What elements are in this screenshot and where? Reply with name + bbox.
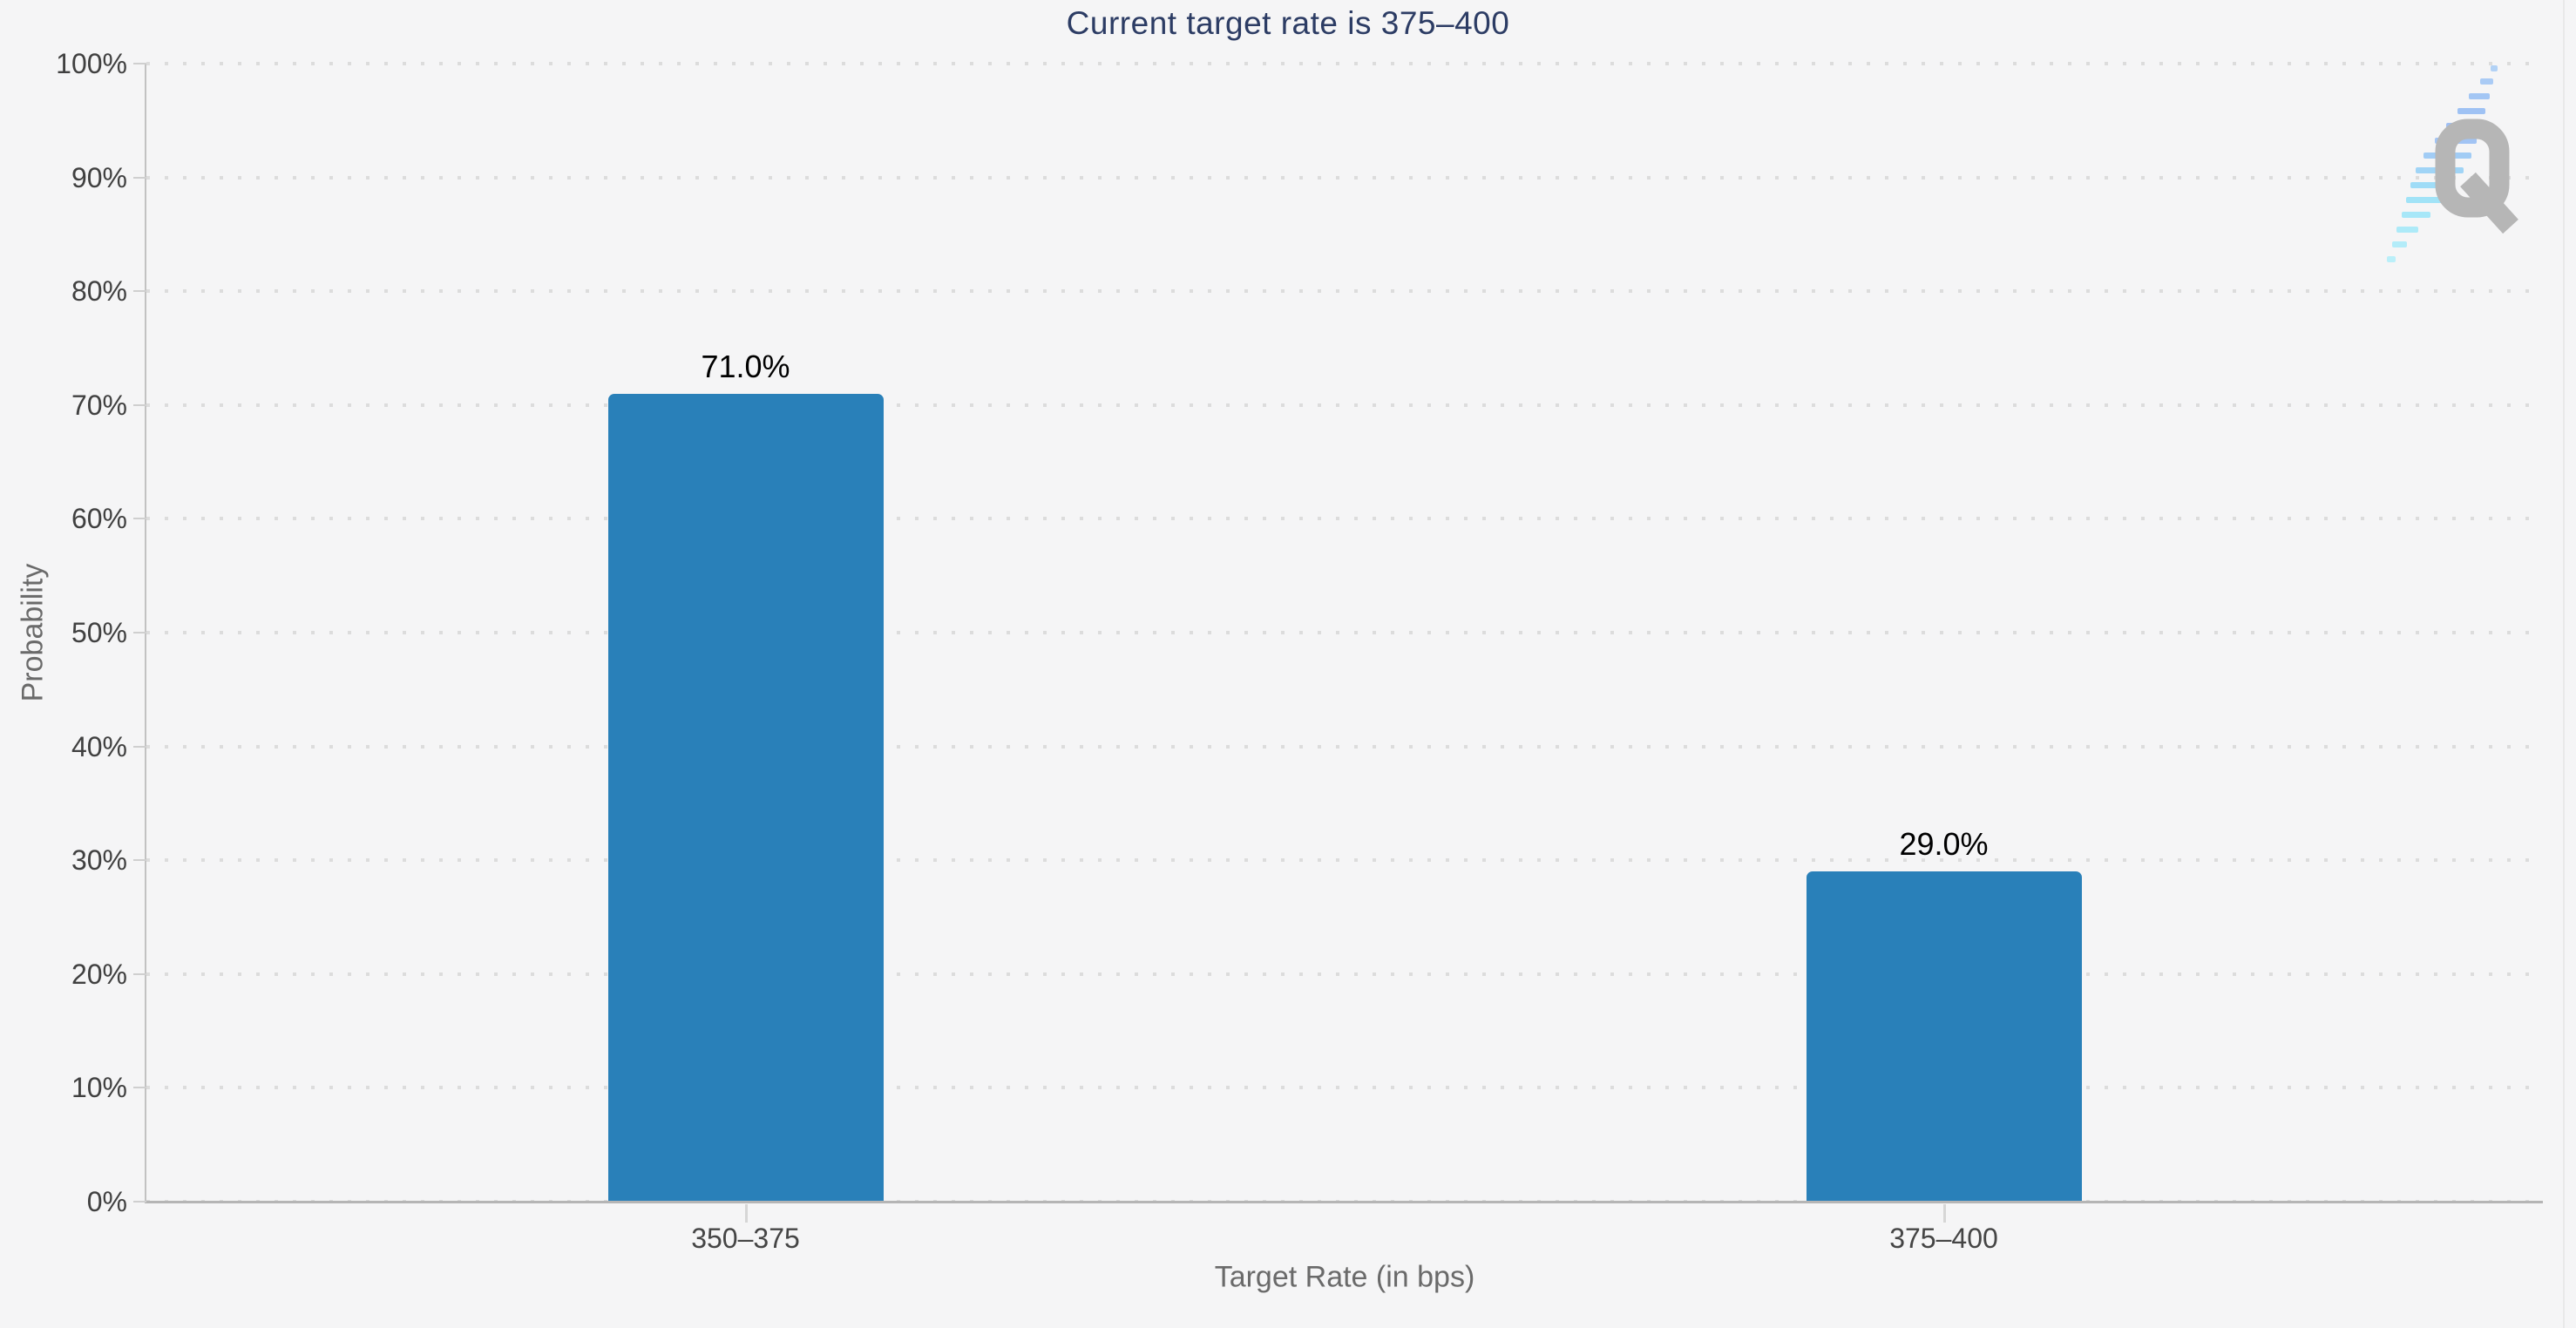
x-axis-line <box>145 1201 2543 1203</box>
right-edge-divider <box>2563 0 2565 1328</box>
y-tick-mark-90 <box>133 176 146 179</box>
y-tick-label-60: 60% <box>71 503 127 535</box>
gridline-90 <box>146 175 2543 180</box>
y-tick-mark-40 <box>133 745 146 748</box>
gridline-20 <box>146 972 2543 976</box>
y-tick-mark-80 <box>133 290 146 293</box>
x-tick-label-375–400: 375–400 <box>1889 1223 1998 1254</box>
y-tick-label-30: 30% <box>71 844 127 877</box>
x-tick-mark-375–400 <box>1942 1204 1946 1223</box>
y-tick-mark-0 <box>133 1201 146 1203</box>
gridline-60 <box>146 517 2543 521</box>
q-letter-icon <box>2435 119 2518 234</box>
bar-value-label-350–375: 71.0% <box>701 348 790 384</box>
y-tick-label-70: 70% <box>71 389 127 421</box>
plot-area <box>146 62 2543 1203</box>
y-tick-label-40: 40% <box>71 730 127 762</box>
x-tick-label-350–375: 350–375 <box>691 1223 800 1254</box>
y-tick-mark-10 <box>133 1087 146 1089</box>
gridline-50 <box>146 631 2543 634</box>
bar-value-label-375–400: 29.0% <box>1899 826 1989 863</box>
chart-title: Current target rate is 375–400 <box>1066 5 1510 41</box>
y-tick-mark-60 <box>133 518 146 520</box>
y-tick-mark-50 <box>133 632 146 634</box>
x-axis-title: Target Rate (in bps) <box>1214 1260 1475 1294</box>
q-watermark-logo <box>2387 65 2518 262</box>
y-tick-mark-30 <box>133 859 146 862</box>
gridline-70 <box>146 403 2543 407</box>
y-tick-mark-70 <box>133 403 146 406</box>
y-tick-label-0: 0% <box>86 1186 127 1217</box>
y-tick-mark-20 <box>133 972 146 975</box>
y-tick-label-20: 20% <box>71 958 127 990</box>
gridline-10 <box>146 1086 2543 1090</box>
gridline-30 <box>146 858 2543 863</box>
gridline-40 <box>146 744 2543 749</box>
y-tick-label-10: 10% <box>71 1072 127 1104</box>
bar-350–375[interactable] <box>607 393 884 1202</box>
y-tick-label-80: 80% <box>71 275 127 308</box>
x-tick-mark-350–375 <box>744 1204 748 1223</box>
gridline-100 <box>146 62 2543 65</box>
y-tick-label-90: 90% <box>71 161 127 193</box>
y-tick-mark-100 <box>133 63 146 64</box>
y-tick-label-50: 50% <box>71 617 127 648</box>
gridline-80 <box>146 289 2543 294</box>
bar-375–400[interactable] <box>1806 871 2082 1202</box>
y-tick-label-100: 100% <box>56 48 127 79</box>
